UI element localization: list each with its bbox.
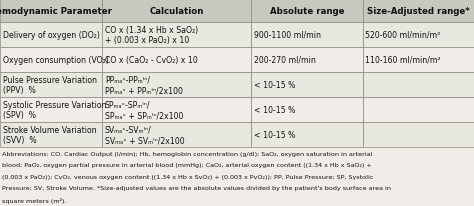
Text: square meters (m²).: square meters (m²). [2, 197, 67, 202]
Bar [102, 0, 251, 23]
Text: PPₘₐˣ-PPₘᴵⁿ/
PPₘₐˣ + PPₘᴵⁿ/2x100: PPₘₐˣ-PPₘᴵⁿ/ PPₘₐˣ + PPₘᴵⁿ/2x100 [105, 75, 182, 95]
Text: Pressure; SV, Stroke Volume. *Size-adjusted values are the absolute values divid: Pressure; SV, Stroke Volume. *Size-adjus… [2, 185, 392, 190]
Text: Oxygen consumption (VO₂): Oxygen consumption (VO₂) [3, 56, 109, 65]
Bar [363, 122, 474, 147]
Text: Size-Adjusted range*: Size-Adjusted range* [367, 7, 470, 16]
Text: 900-1100 ml/min: 900-1100 ml/min [254, 31, 321, 40]
Bar [0, 73, 102, 97]
Bar [0, 23, 102, 48]
Bar [363, 48, 474, 73]
Text: 110-160 ml/min/m²: 110-160 ml/min/m² [365, 56, 441, 65]
Bar [363, 23, 474, 48]
Bar [102, 73, 251, 97]
Text: Pulse Pressure Variation
(PPV)  %: Pulse Pressure Variation (PPV) % [3, 75, 97, 95]
Bar [102, 122, 251, 147]
Text: < 10-15 %: < 10-15 % [254, 130, 295, 139]
Bar [251, 73, 363, 97]
Text: < 10-15 %: < 10-15 % [254, 105, 295, 114]
Text: < 10-15 %: < 10-15 % [254, 81, 295, 90]
Text: 200-270 ml/min: 200-270 ml/min [254, 56, 316, 65]
Bar [251, 48, 363, 73]
Bar [251, 97, 363, 122]
Bar [363, 97, 474, 122]
Text: (0.003 x PaO₂)); CvO₂, venous oxygen content ((1.34 x Hb x SvO₂) + (0.003 x PvO₂: (0.003 x PaO₂)); CvO₂, venous oxygen con… [2, 174, 374, 179]
Text: CO x (CaO₂ - CvO₂) x 10: CO x (CaO₂ - CvO₂) x 10 [105, 56, 198, 65]
Text: SPₘₐˣ-SPₘᴵⁿ/
SPₘₐˣ + SPₘᴵⁿ/2x100: SPₘₐˣ-SPₘᴵⁿ/ SPₘₐˣ + SPₘᴵⁿ/2x100 [105, 100, 183, 120]
Bar [102, 48, 251, 73]
Bar [102, 23, 251, 48]
Bar [0, 0, 102, 23]
Bar [251, 0, 363, 23]
Bar [363, 0, 474, 23]
Bar [0, 48, 102, 73]
Bar [251, 122, 363, 147]
Text: Systolic Pressure Variation
(SPV)  %: Systolic Pressure Variation (SPV) % [3, 100, 106, 120]
Bar [0, 122, 102, 147]
Text: Hemodynamic Parameter: Hemodynamic Parameter [0, 7, 112, 16]
Text: 520-600 ml/min/m²: 520-600 ml/min/m² [365, 31, 441, 40]
Bar [363, 73, 474, 97]
Bar [102, 97, 251, 122]
Text: Absolute range: Absolute range [270, 7, 344, 16]
Text: CO x (1.34 x Hb x SaO₂)
+ (0.003 x PaO₂) x 10: CO x (1.34 x Hb x SaO₂) + (0.003 x PaO₂)… [105, 26, 198, 45]
Text: SVₘₐˣ-SVₘᴵⁿ/
SVₘₐˣ + SVₘᴵⁿ/2x100: SVₘₐˣ-SVₘᴵⁿ/ SVₘₐˣ + SVₘᴵⁿ/2x100 [105, 125, 184, 145]
Text: Abbreviations: CO, Cardiac Output (l/min); Hb, hemoglobin concentration (g/dl); : Abbreviations: CO, Cardiac Output (l/min… [2, 151, 373, 156]
Text: blood; PaO₂, oxygen partial pressure in arterial blood (mmHg); CaO₂, arterial ox: blood; PaO₂, oxygen partial pressure in … [2, 162, 372, 167]
Bar [251, 23, 363, 48]
Text: Delivery of oxygen (DO₂): Delivery of oxygen (DO₂) [3, 31, 100, 40]
Text: Stroke Volume Variation
(SVV)  %: Stroke Volume Variation (SVV) % [3, 125, 97, 145]
Text: Calculation: Calculation [149, 7, 204, 16]
Bar [0, 97, 102, 122]
